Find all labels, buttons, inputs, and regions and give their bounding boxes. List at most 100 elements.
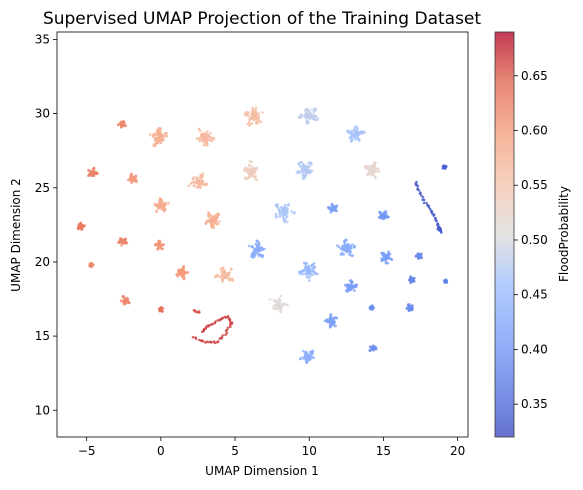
cluster-point xyxy=(277,208,281,212)
cluster-point xyxy=(184,271,187,275)
cluster-point xyxy=(118,122,121,126)
cluster-point xyxy=(353,289,356,292)
cluster-point xyxy=(261,248,265,251)
cluster-point xyxy=(165,134,169,138)
cluster-point xyxy=(332,206,335,209)
cluster-point xyxy=(191,177,195,181)
cluster-point xyxy=(159,127,163,130)
cluster-point xyxy=(371,167,375,171)
cluster-point xyxy=(197,137,201,140)
cluster-point xyxy=(195,182,198,185)
x-tick-label: 15 xyxy=(376,444,391,458)
cluster-point xyxy=(310,356,313,359)
cluster-point xyxy=(162,138,165,142)
cluster-point xyxy=(353,128,356,131)
cluster-point xyxy=(213,214,216,218)
cluster-point xyxy=(309,113,312,117)
cluster-point xyxy=(356,136,360,139)
cluster-point xyxy=(387,250,390,254)
cluster-point xyxy=(290,210,293,213)
cluster-point xyxy=(255,121,258,125)
arc-point xyxy=(210,341,213,344)
cluster-point xyxy=(354,283,357,287)
cluster-point xyxy=(342,252,346,256)
cluster-point xyxy=(312,270,315,273)
cluster-point xyxy=(300,270,304,274)
cluster-point xyxy=(313,266,317,269)
cluster-point xyxy=(246,177,250,180)
cluster-point xyxy=(301,272,304,276)
cluster-point xyxy=(382,254,385,258)
cluster-point xyxy=(325,319,329,322)
x-axis-label: UMAP Dimension 1 xyxy=(205,464,319,478)
cluster-point xyxy=(306,165,309,169)
cluster-point xyxy=(126,178,130,182)
cluster-point xyxy=(298,272,302,276)
cluster-point xyxy=(414,255,418,258)
cluster-point xyxy=(120,120,124,123)
y-tick-label: 10 xyxy=(35,403,50,417)
cluster-point xyxy=(211,136,214,140)
cluster-point xyxy=(281,216,285,219)
arc-point xyxy=(225,328,229,332)
cluster-point xyxy=(257,112,260,115)
cluster-point xyxy=(346,247,350,251)
cluster-point xyxy=(368,349,372,352)
cluster-point xyxy=(195,137,199,140)
cluster-point xyxy=(202,131,205,135)
x-tick-label: 0 xyxy=(157,444,165,458)
cluster-point xyxy=(90,171,93,175)
cluster-point xyxy=(248,160,252,163)
arc-point xyxy=(423,198,426,202)
cluster-point xyxy=(206,130,209,133)
colorbar-tick-label: 0.45 xyxy=(521,288,548,302)
cluster-point xyxy=(252,114,255,117)
cluster-point xyxy=(134,180,137,183)
cluster-point xyxy=(159,139,162,142)
cluster-point xyxy=(303,261,306,265)
cluster-point xyxy=(307,122,310,125)
cluster-point xyxy=(242,169,246,172)
cluster-point xyxy=(308,279,311,282)
cluster-point xyxy=(247,120,251,124)
cluster-point xyxy=(250,165,253,168)
cluster-point xyxy=(310,264,313,268)
cluster-point xyxy=(129,176,132,180)
cluster-point xyxy=(120,244,123,247)
cluster-point xyxy=(205,143,209,147)
cluster-point xyxy=(302,164,306,167)
cluster-point xyxy=(362,131,365,134)
cluster-point xyxy=(344,245,347,249)
arc-point xyxy=(418,192,422,195)
cluster-point xyxy=(300,115,303,119)
cluster-point xyxy=(83,224,87,227)
cluster-point xyxy=(153,144,156,147)
cluster-point xyxy=(156,132,159,135)
cluster-point xyxy=(123,238,126,242)
cluster-point xyxy=(158,197,162,200)
cluster-point xyxy=(177,272,180,275)
cluster-point xyxy=(304,350,308,354)
cluster-point xyxy=(153,202,157,206)
scatter-points xyxy=(76,106,449,365)
cluster-point xyxy=(350,280,354,284)
plot-area: −5 0 5 10 15 20 10 15 20 25 30 35 xyxy=(35,31,469,458)
colorbar-label: FloodProbability xyxy=(557,186,571,282)
cluster-point xyxy=(310,353,313,357)
cluster-point xyxy=(278,215,282,218)
cluster-point xyxy=(192,180,195,184)
cluster-point xyxy=(230,278,234,282)
cluster-point xyxy=(347,285,351,288)
cluster-point xyxy=(216,274,220,278)
cluster-point xyxy=(250,170,253,174)
cluster-point xyxy=(346,130,349,134)
cluster-point xyxy=(118,241,122,244)
cluster-point xyxy=(366,173,370,176)
arc-point xyxy=(439,228,442,232)
cluster-point xyxy=(300,170,303,174)
cluster-point xyxy=(390,258,394,262)
cluster-point xyxy=(329,313,333,316)
cluster-point xyxy=(305,361,309,364)
cluster-point xyxy=(292,211,296,214)
